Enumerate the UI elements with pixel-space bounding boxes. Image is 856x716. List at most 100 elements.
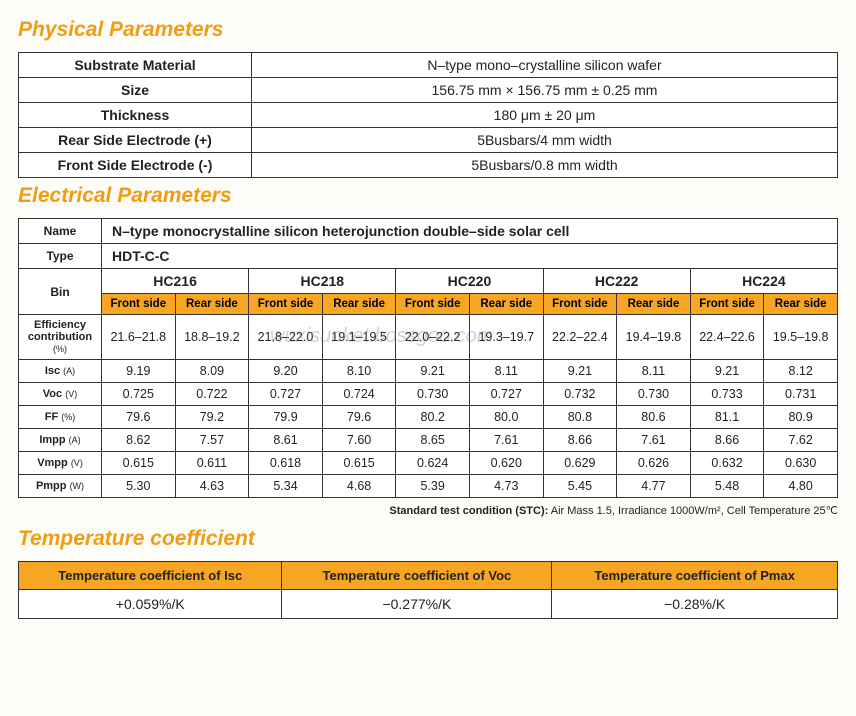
- phys-value: 180 μm ± 20 μm: [252, 103, 838, 128]
- electrical-parameters-heading: Electrical Parameters: [18, 184, 838, 208]
- elec-param-value: 0.730: [617, 383, 691, 406]
- elec-param-value: 7.61: [469, 429, 543, 452]
- temp-header: Temperature coefficient of Isc: [19, 562, 282, 590]
- elec-param-value: 8.10: [322, 360, 396, 383]
- elec-param-value: 9.21: [690, 360, 764, 383]
- elec-param-value: 0.620: [469, 452, 543, 475]
- elec-param-value: 0.615: [102, 452, 176, 475]
- elec-param-value: 7.61: [617, 429, 691, 452]
- elec-param-value: 80.9: [764, 406, 838, 429]
- elec-side-label: Rear side: [764, 294, 838, 315]
- elec-side-label: Rear side: [469, 294, 543, 315]
- elec-param-label: Efficiency contribution (%): [19, 315, 102, 360]
- phys-label: Size: [19, 78, 252, 103]
- elec-param-label: Impp (A): [19, 429, 102, 452]
- elec-param-value: 81.1: [690, 406, 764, 429]
- phys-label: Thickness: [19, 103, 252, 128]
- elec-param-value: 5.48: [690, 475, 764, 498]
- elec-param-value: 79.9: [249, 406, 323, 429]
- elec-param-value: 79.2: [175, 406, 249, 429]
- elec-param-value: 8.11: [469, 360, 543, 383]
- elec-param-value: 0.722: [175, 383, 249, 406]
- elec-param-value: 0.618: [249, 452, 323, 475]
- elec-param-value: 0.730: [396, 383, 470, 406]
- elec-bin: HC224: [690, 269, 837, 294]
- elec-param-value: 0.632: [690, 452, 764, 475]
- elec-param-value: 4.68: [322, 475, 396, 498]
- elec-param-value: 9.19: [102, 360, 176, 383]
- elec-param-value: 18.8–19.2: [175, 315, 249, 360]
- phys-value: 5Busbars/0.8 mm width: [252, 153, 838, 178]
- elec-param-value: 79.6: [102, 406, 176, 429]
- elec-param-value: 79.6: [322, 406, 396, 429]
- elec-param-value: 5.39: [396, 475, 470, 498]
- elec-param-label: Isc (A): [19, 360, 102, 383]
- phys-value: N–type mono–crystalline silicon wafer: [252, 53, 838, 78]
- elec-bin: HC216: [102, 269, 249, 294]
- elec-param-value: 19.1–19.5: [322, 315, 396, 360]
- elec-param-value: 5.34: [249, 475, 323, 498]
- elec-param-value: 0.727: [249, 383, 323, 406]
- physical-parameters-heading: Physical Parameters: [18, 18, 838, 42]
- elec-bin: HC218: [249, 269, 396, 294]
- elec-param-value: 4.80: [764, 475, 838, 498]
- elec-param-value: 5.45: [543, 475, 617, 498]
- elec-param-label: FF (%): [19, 406, 102, 429]
- elec-param-value: 0.626: [617, 452, 691, 475]
- elec-param-value: 0.611: [175, 452, 249, 475]
- elec-param-value: 22.4–22.6: [690, 315, 764, 360]
- elec-param-value: 8.61: [249, 429, 323, 452]
- elec-param-value: 0.630: [764, 452, 838, 475]
- elec-param-value: 0.629: [543, 452, 617, 475]
- phys-label: Front Side Electrode (-): [19, 153, 252, 178]
- elec-bin-label: Bin: [19, 269, 102, 315]
- elec-param-value: 9.20: [249, 360, 323, 383]
- elec-param-value: 9.21: [396, 360, 470, 383]
- elec-param-value: 0.725: [102, 383, 176, 406]
- elec-side-label: Front side: [249, 294, 323, 315]
- physical-parameters-table: Substrate MaterialN–type mono–crystallin…: [18, 52, 838, 178]
- elec-param-value: 21.8–22.0: [249, 315, 323, 360]
- temp-value: −0.277%/K: [282, 590, 552, 619]
- elec-param-value: 7.60: [322, 429, 396, 452]
- temp-header: Temperature coefficient of Pmax: [552, 562, 838, 590]
- elec-param-value: 22.0–22.2: [396, 315, 470, 360]
- elec-name-value: N–type monocrystalline silicon heterojun…: [102, 219, 838, 244]
- temp-header: Temperature coefficient of Voc: [282, 562, 552, 590]
- elec-param-value: 0.615: [322, 452, 396, 475]
- elec-param-value: 8.66: [543, 429, 617, 452]
- elec-param-value: 4.63: [175, 475, 249, 498]
- elec-param-value: 4.73: [469, 475, 543, 498]
- elec-side-label: Front side: [690, 294, 764, 315]
- elec-param-value: 80.2: [396, 406, 470, 429]
- elec-param-value: 4.77: [617, 475, 691, 498]
- elec-side-label: Rear side: [322, 294, 396, 315]
- elec-param-value: 8.11: [617, 360, 691, 383]
- elec-param-value: 0.732: [543, 383, 617, 406]
- elec-param-value: 7.57: [175, 429, 249, 452]
- phys-label: Rear Side Electrode (+): [19, 128, 252, 153]
- phys-label: Substrate Material: [19, 53, 252, 78]
- elec-param-value: 0.724: [322, 383, 396, 406]
- elec-side-label: Rear side: [617, 294, 691, 315]
- elec-name-label: Name: [19, 219, 102, 244]
- elec-param-value: 21.6–21.8: [102, 315, 176, 360]
- elec-param-value: 19.3–19.7: [469, 315, 543, 360]
- elec-param-label: Pmpp (W): [19, 475, 102, 498]
- elec-param-value: 80.6: [617, 406, 691, 429]
- elec-param-value: 8.66: [690, 429, 764, 452]
- stc-note: Standard test condition (STC): Air Mass …: [18, 504, 838, 517]
- elec-param-value: 8.12: [764, 360, 838, 383]
- elec-param-label: Vmpp (V): [19, 452, 102, 475]
- elec-param-value: 0.731: [764, 383, 838, 406]
- elec-param-value: 19.4–19.8: [617, 315, 691, 360]
- elec-bin: HC220: [396, 269, 543, 294]
- elec-side-label: Rear side: [175, 294, 249, 315]
- phys-value: 5Busbars/4 mm width: [252, 128, 838, 153]
- phys-value: 156.75 mm × 156.75 mm ± 0.25 mm: [252, 78, 838, 103]
- stc-note-value: Air Mass 1.5, Irradiance 1000W/m², Cell …: [548, 505, 838, 517]
- elec-param-value: 5.30: [102, 475, 176, 498]
- electrical-parameters-table: NameN–type monocrystalline silicon heter…: [18, 218, 838, 498]
- elec-type-label: Type: [19, 244, 102, 269]
- temperature-coefficient-table: Temperature coefficient of IscTemperatur…: [18, 561, 838, 619]
